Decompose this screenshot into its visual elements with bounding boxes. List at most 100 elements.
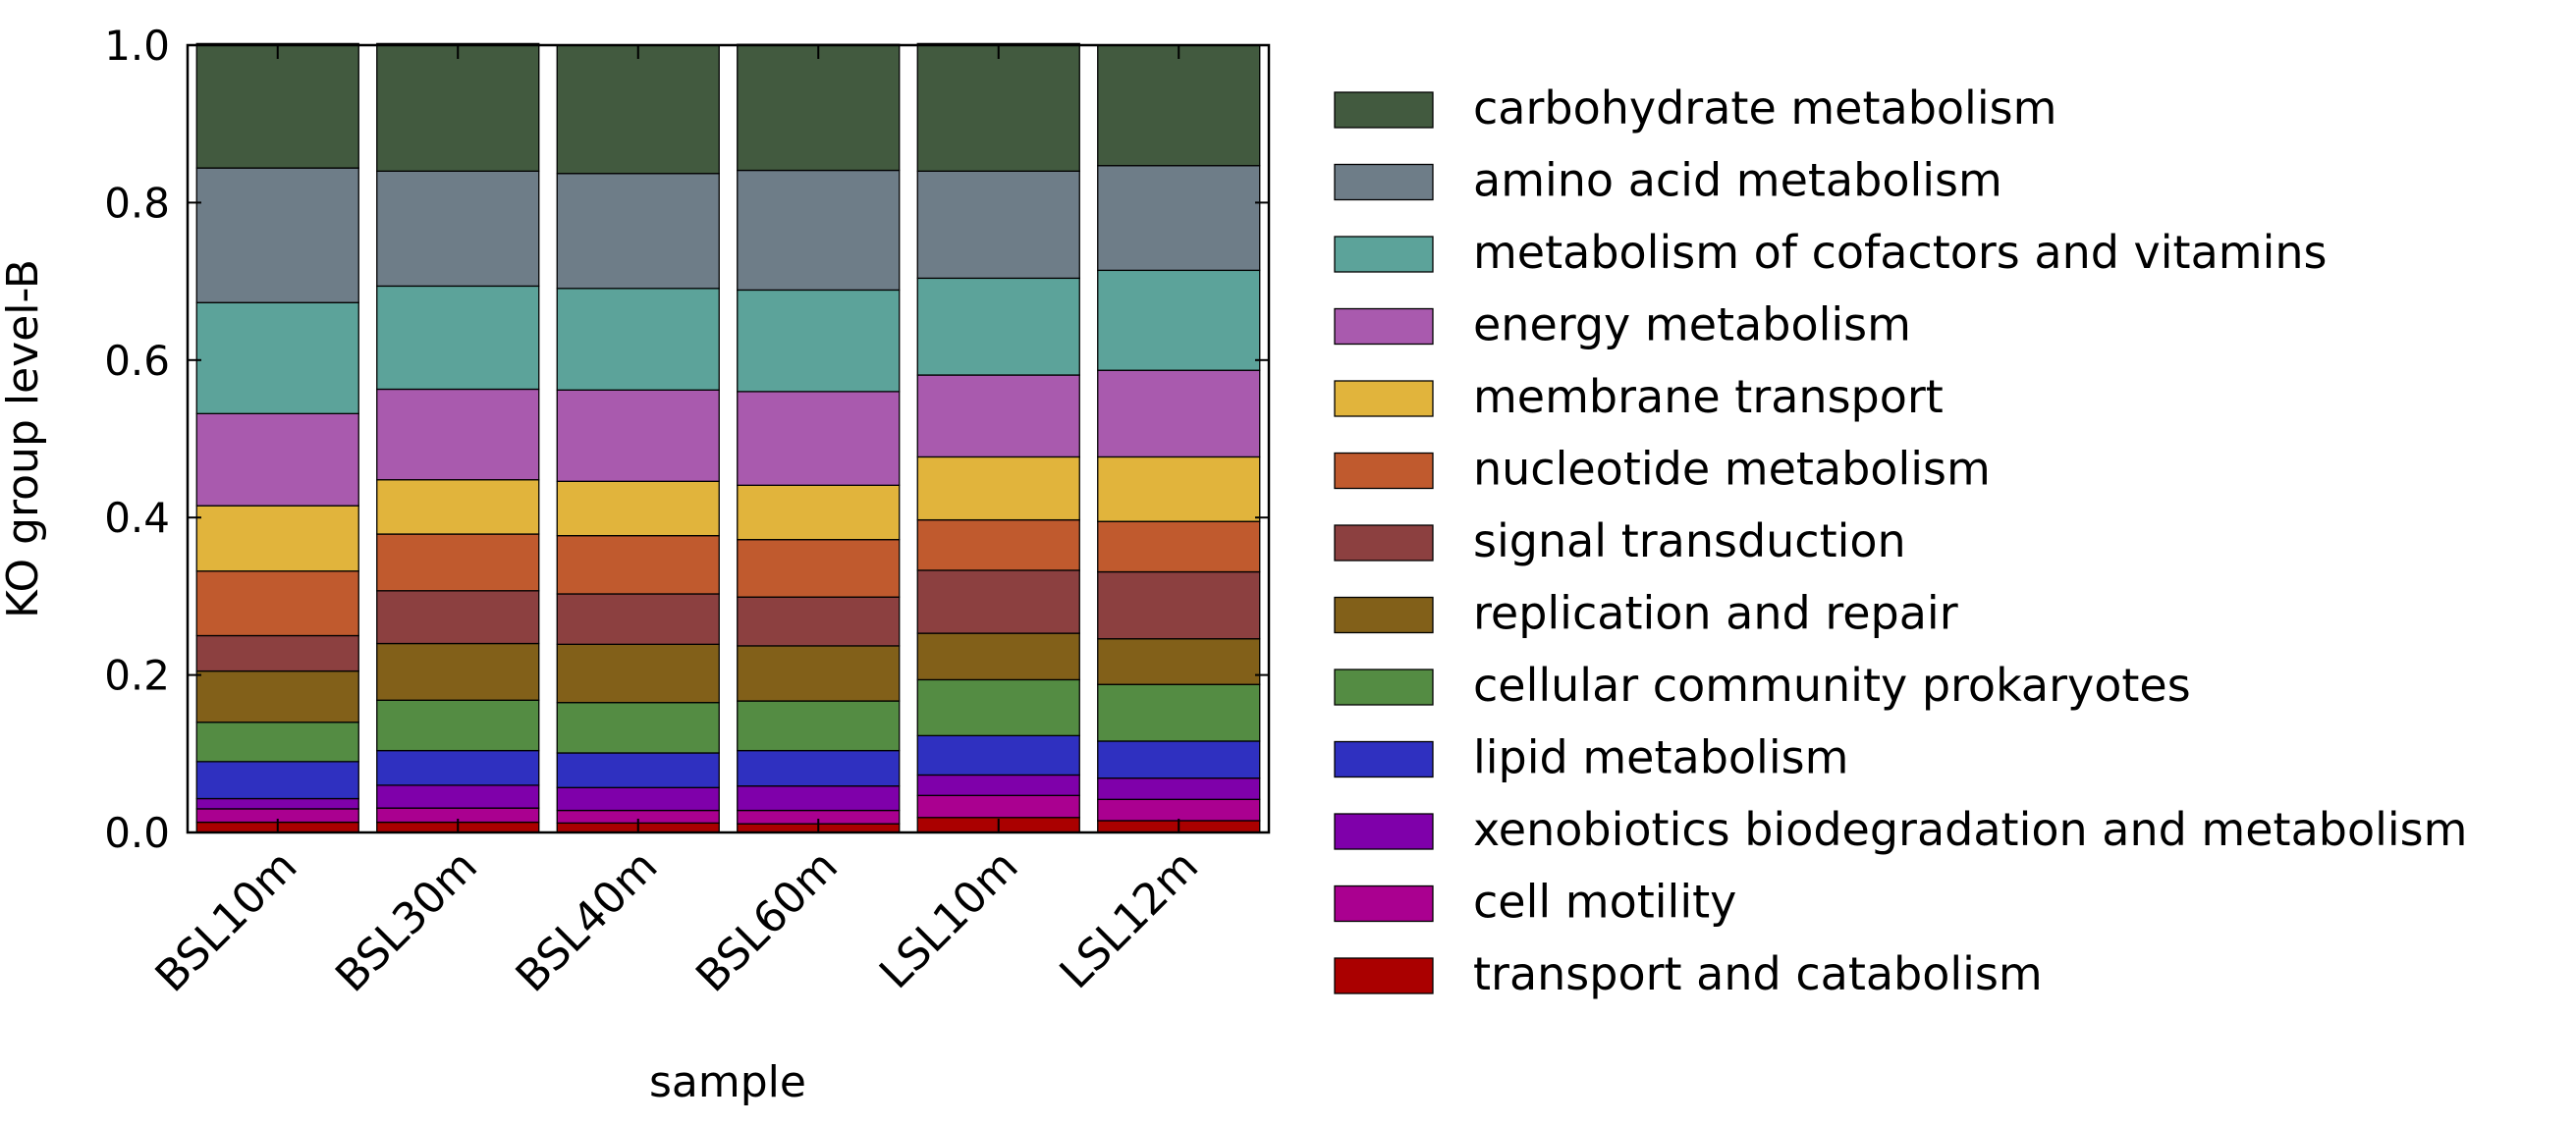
legend-swatch: [1334, 452, 1434, 490]
bar-segment-BSL40m-12: [556, 44, 720, 175]
bar-segment-BSL60m-2: [737, 785, 901, 812]
bar-segment-BSL10m-9: [195, 412, 359, 507]
legend-swatch: [1334, 884, 1434, 923]
bar-segment-LSL10m-12: [916, 42, 1080, 172]
x-tick-label: LSL12m: [1051, 841, 1208, 998]
bar-segment-BSL60m-5: [737, 645, 901, 702]
legend-label: lipid metabolism: [1473, 731, 1848, 784]
bar-segment-LSL12m-3: [1097, 740, 1261, 779]
y-tick-label: 0.6: [104, 337, 170, 385]
bar-segment-BSL40m-3: [556, 752, 720, 788]
bar-segment-LSL12m-10: [1097, 269, 1261, 371]
legend: carbohydrate metabolism amino acid metabo…: [1334, 81, 2467, 1000]
legend-swatch: [1334, 236, 1434, 273]
bar-segment-LSL10m-11: [916, 170, 1080, 280]
legend-swatch: [1334, 524, 1434, 562]
bar-segment-LSL10m-8: [916, 455, 1080, 521]
bar-segment-LSL10m-4: [916, 678, 1080, 737]
bar-segment-BSL10m-6: [195, 634, 359, 672]
bar-segment-BSL10m-4: [195, 722, 359, 763]
y-tick-label: 0.0: [104, 809, 170, 857]
bar-segment-BSL30m-11: [376, 170, 540, 288]
legend-label: amino acid metabolism: [1473, 154, 2002, 207]
bar-segment-BSL30m-7: [376, 533, 540, 592]
legend-swatch: [1334, 380, 1434, 417]
bar-segment-LSL10m-9: [916, 374, 1080, 458]
bar-segment-LSL12m-8: [1097, 455, 1261, 522]
bar-segment-BSL40m-9: [556, 389, 720, 482]
legend-label: cell motility: [1473, 876, 1736, 929]
legend-label: energy metabolism: [1473, 298, 1911, 351]
bar-segment-LSL12m-12: [1097, 44, 1261, 167]
legend-label: signal transduction: [1473, 514, 1906, 567]
bar-segment-BSL40m-2: [556, 786, 720, 812]
bar-segment-BSL60m-3: [737, 749, 901, 787]
x-tick-label: BSL60m: [686, 841, 848, 1002]
bar-segment-LSL12m-6: [1097, 570, 1261, 640]
bar-segment-BSL40m-8: [556, 480, 720, 537]
bar-segment-LSL12m-7: [1097, 520, 1261, 573]
legend-swatch: [1334, 957, 1434, 994]
bar-segment-BSL60m-9: [737, 391, 901, 486]
bar-segment-BSL40m-7: [556, 534, 720, 595]
bar-segment-BSL30m-5: [376, 642, 540, 701]
bar-segment-BSL10m-5: [195, 670, 359, 723]
legend-swatch: [1334, 813, 1434, 850]
x-tick-label: BSL10m: [146, 841, 307, 1002]
legend-label: xenobiotics biodegradation and metabolis…: [1473, 803, 2467, 856]
bar-segment-BSL30m-12: [376, 42, 540, 172]
bar-segment-BSL30m-10: [376, 285, 540, 391]
legend-swatch: [1334, 596, 1434, 634]
bar-segment-BSL30m-4: [376, 699, 540, 752]
bar-segment-BSL60m-6: [737, 596, 901, 647]
bar-segment-BSL40m-10: [556, 288, 720, 391]
legend-swatch: [1334, 163, 1434, 201]
bar-segment-BSL10m-3: [195, 761, 359, 800]
y-tick-label: 1.0: [104, 22, 170, 70]
bars-layer: [195, 42, 1261, 833]
bar-segment-BSL30m-2: [376, 784, 540, 809]
bar-segment-LSL10m-1: [916, 794, 1080, 819]
legend-label: metabolism of cofactors and vitamins: [1473, 226, 2328, 279]
bar-segment-BSL30m-9: [376, 388, 540, 481]
legend-swatch: [1334, 307, 1434, 346]
bar-segment-LSL10m-5: [916, 632, 1080, 681]
bar-segment-LSL10m-10: [916, 277, 1080, 376]
bar-segment-BSL10m-12: [195, 42, 359, 169]
bar-segment-LSL12m-11: [1097, 165, 1261, 272]
bar-segment-LSL12m-9: [1097, 369, 1261, 458]
bar-segment-BSL60m-7: [737, 539, 901, 598]
x-tick-label: BSL30m: [326, 841, 487, 1002]
y-tick-label: 0.2: [104, 652, 170, 700]
bar-segment-LSL12m-2: [1097, 777, 1261, 800]
bar-segment-BSL60m-11: [737, 169, 901, 292]
bar-segment-LSL12m-1: [1097, 798, 1261, 822]
bar-segment-LSL12m-4: [1097, 683, 1261, 742]
y-tick-label: 0.4: [104, 494, 170, 542]
legend-swatch: [1334, 669, 1434, 706]
y-axis: 0.0 0.2 0.4 0.6 0.8 1.0: [104, 22, 1269, 857]
bar-segment-BSL30m-3: [376, 749, 540, 786]
legend-label: membrane transport: [1473, 370, 1944, 423]
bar-segment-LSL10m-2: [916, 774, 1080, 796]
legend-label: carbohydrate metabolism: [1473, 81, 2056, 134]
legend-label: nucleotide metabolism: [1473, 443, 1991, 496]
bar-segment-BSL40m-6: [556, 593, 720, 645]
bar-segment-BSL10m-7: [195, 570, 359, 637]
legend-swatch: [1334, 740, 1434, 778]
bar-segment-BSL60m-4: [737, 700, 901, 752]
bar-segment-BSL10m-2: [195, 797, 359, 810]
y-axis-label: KO group level-B: [0, 259, 48, 618]
legend-label: replication and repair: [1473, 587, 1958, 640]
x-tick-label: BSL40m: [507, 841, 668, 1002]
bar-segment-LSL10m-7: [916, 518, 1080, 571]
bar-segment-BSL30m-6: [376, 590, 540, 645]
bar-segment-BSL40m-11: [556, 173, 720, 290]
y-tick-label: 0.8: [104, 179, 170, 227]
bar-segment-BSL10m-8: [195, 505, 359, 572]
bar-segment-BSL30m-8: [376, 479, 540, 535]
legend-swatch: [1334, 91, 1434, 129]
x-axis-label: sample: [649, 1057, 806, 1107]
bar-segment-BSL10m-10: [195, 301, 359, 414]
